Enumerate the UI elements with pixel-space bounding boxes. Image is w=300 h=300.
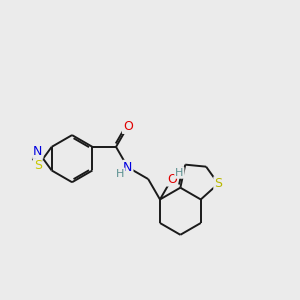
Text: O: O xyxy=(167,172,177,186)
Text: N: N xyxy=(33,145,43,158)
Text: H: H xyxy=(116,169,124,178)
Text: H: H xyxy=(175,168,184,178)
Text: S: S xyxy=(214,177,222,190)
Text: O: O xyxy=(123,120,133,133)
Text: S: S xyxy=(34,159,42,172)
Text: N: N xyxy=(123,161,133,174)
